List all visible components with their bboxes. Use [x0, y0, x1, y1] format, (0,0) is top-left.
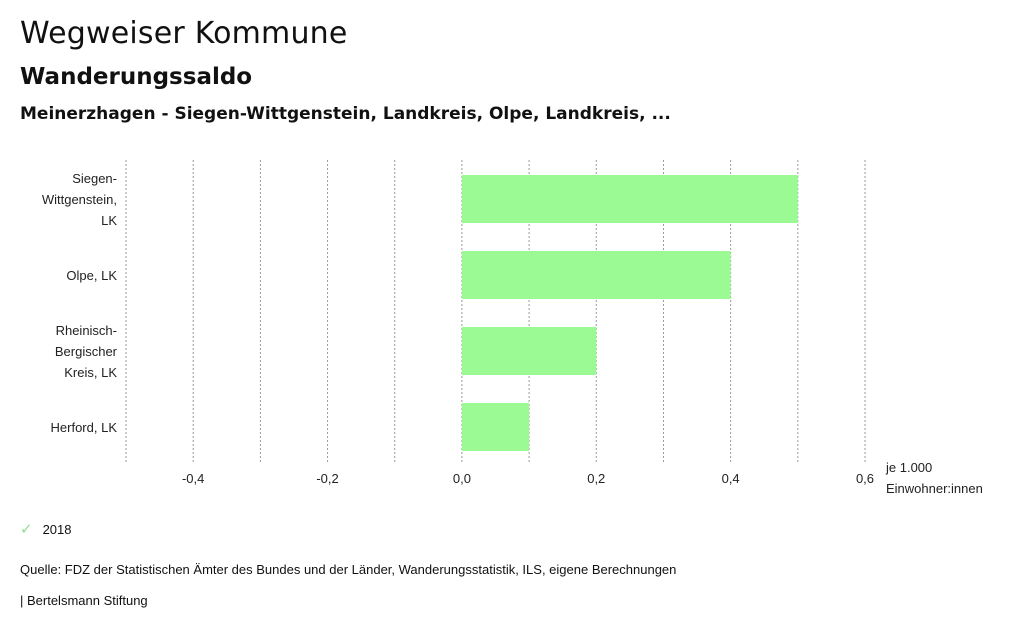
category-label: Herford, LK	[51, 420, 118, 435]
category-labels: Siegen-Wittgenstein, LK Olpe, LK Rheinisch-…	[42, 171, 118, 435]
bar[interactable]	[461, 403, 530, 451]
x-axis-unit-label: je 1.000 Einwohner:innen	[885, 460, 983, 496]
chart-context: Meinerzhagen - Siegen-Wittgenstein, Land…	[20, 104, 671, 124]
x-tick-labels: -0,4 -0,2 0,0 0,2 0,4 0,6	[182, 471, 874, 486]
bar[interactable]	[461, 175, 798, 223]
x-tick-label: 0,6	[856, 471, 874, 486]
bar[interactable]	[461, 327, 597, 375]
chart-subtitle: Wanderungssaldo	[20, 64, 253, 90]
x-axis-unit: je 1.000 Einwohner:innen	[885, 460, 983, 496]
category-label: Rheinisch-Bergischer Kreis, LK	[55, 323, 118, 380]
x-tick-label: -0,4	[182, 471, 204, 486]
x-tick-label: 0,0	[453, 471, 471, 486]
legend-label-2018: 2018	[42, 522, 72, 537]
bar[interactable]	[461, 251, 731, 299]
category-label: Olpe, LK	[66, 268, 117, 283]
x-tick-label: -0,2	[316, 471, 338, 486]
source-note: Quelle: FDZ der Statistischen Ämter des …	[20, 562, 677, 577]
x-tick-label: 0,4	[722, 471, 740, 486]
x-tick-label: 0,2	[587, 471, 605, 486]
page-title: Wegweiser Kommune	[20, 16, 348, 51]
grid-lines	[125, 160, 866, 464]
publisher-note: | Bertelsmann Stiftung	[20, 593, 148, 608]
check-icon: ✓	[20, 521, 33, 538]
legend[interactable]: ✓ 2018	[20, 522, 72, 537]
bars	[461, 175, 798, 451]
category-label: Siegen-Wittgenstein, LK	[42, 171, 117, 228]
